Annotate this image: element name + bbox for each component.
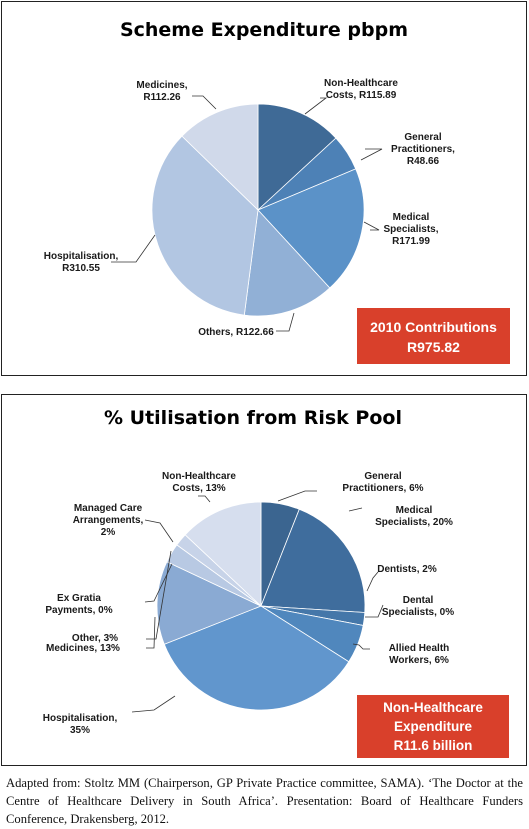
leader-line-hospitalisation (111, 234, 156, 263)
data-label-general-practitioners: General Practitioners, 6% (342, 471, 423, 494)
leader-line-medicines (146, 616, 156, 649)
callout-box (357, 695, 509, 758)
pie-slice-hospitalisation (163, 605, 350, 711)
leader-line-general-practitioners (360, 148, 383, 161)
data-label-medical-specialists: Medical Specialists, R171.99 (383, 212, 438, 247)
chart-panel-utilisation: % Utilisation from Risk Pool General Prac… (1, 394, 527, 766)
data-label-hospitalisation: Hospitalisation, R310.55 (44, 251, 119, 274)
data-label-hospitalisation: Hospitalisation, 35% (43, 713, 118, 736)
callout-line: Non-Healthcare (383, 700, 483, 715)
pie-slice-medical-specialists (260, 508, 366, 613)
leader-line-medical-specialists (348, 507, 363, 512)
leader-line-allied-health-workers (352, 643, 370, 650)
leader-line-managed-care-arrangements (144, 519, 174, 543)
data-label-other: Other, 3% (72, 633, 118, 644)
leader-line-non-healthcare-costs (198, 495, 211, 503)
leader-line-dentists (366, 571, 379, 592)
data-label-allied-health-workers: Allied Health Workers, 6% (389, 643, 450, 666)
pie-slice-hospitalisation (151, 135, 259, 316)
callout-line: R975.82 (407, 339, 460, 355)
pie-slice-medical-specialists (257, 168, 365, 289)
leader-line-hospitalisation (131, 695, 176, 713)
data-label-non-healthcare-costs: Non-Healthcare Costs, R115.89 (324, 78, 398, 101)
pie-chart-utilisation: % Utilisation from Risk Pool General Prac… (43, 407, 509, 758)
data-label-non-healthcare-costs: Non-Healthcare Costs, 13% (162, 471, 236, 494)
data-label-managed-care-arrangements: Managed Care Arrangements, 2% (73, 503, 144, 538)
data-label-medicines: Medicines, R112.26 (136, 80, 187, 103)
pie-slice-medicines (156, 561, 263, 645)
callout-box (357, 308, 510, 364)
leader-line-medicines (192, 95, 217, 110)
source-caption: Adapted from: Stoltz MM (Chairperson, GP… (6, 776, 523, 826)
pie-slice-medicines (181, 103, 259, 211)
callout-line: Expenditure (394, 719, 473, 734)
pie-slice-others (243, 209, 331, 317)
leader-line-dental-specialists (365, 604, 384, 618)
leader-line-ex-gratia-payments (144, 563, 173, 603)
callout-line: 2010 Contributions (370, 319, 497, 335)
chart-panel-scheme-expenditure: Scheme Expenditure pbpm Non-Healthcare Co… (1, 1, 527, 376)
data-label-medical-specialists: Medical Specialists, 20% (375, 505, 453, 528)
leader-line-others (276, 312, 295, 332)
leader-line-general-practitioners (277, 490, 317, 502)
leader-line-other (146, 550, 172, 640)
data-label-ex-gratia-payments: Ex Gratia Payments, 0% (45, 593, 112, 616)
data-label-dentists: Dentists, 2% (377, 564, 437, 575)
pie-chart-scheme-expenditure: Scheme Expenditure pbpm Non-Healthcare Co… (44, 19, 510, 364)
pie-slice-non-healthcare-costs (257, 103, 337, 211)
chart-title: Scheme Expenditure pbpm (120, 19, 408, 41)
pie-slice-non-healthcare-costs (184, 501, 262, 607)
leader-line-medical-specialists (363, 221, 380, 231)
chart-title: % Utilisation from Risk Pool (104, 407, 402, 429)
data-label-general-practitioners: General Practitioners, R48.66 (391, 132, 455, 167)
callout-line: R11.6 billion (394, 738, 473, 753)
data-label-others: Others, R122.66 (198, 327, 274, 338)
data-label-medicines: Medicines, 13% (46, 643, 120, 654)
leader-line-non-healthcare-costs (304, 97, 328, 115)
data-label-dental-specialists: Dental Specialists, 0% (382, 595, 454, 618)
